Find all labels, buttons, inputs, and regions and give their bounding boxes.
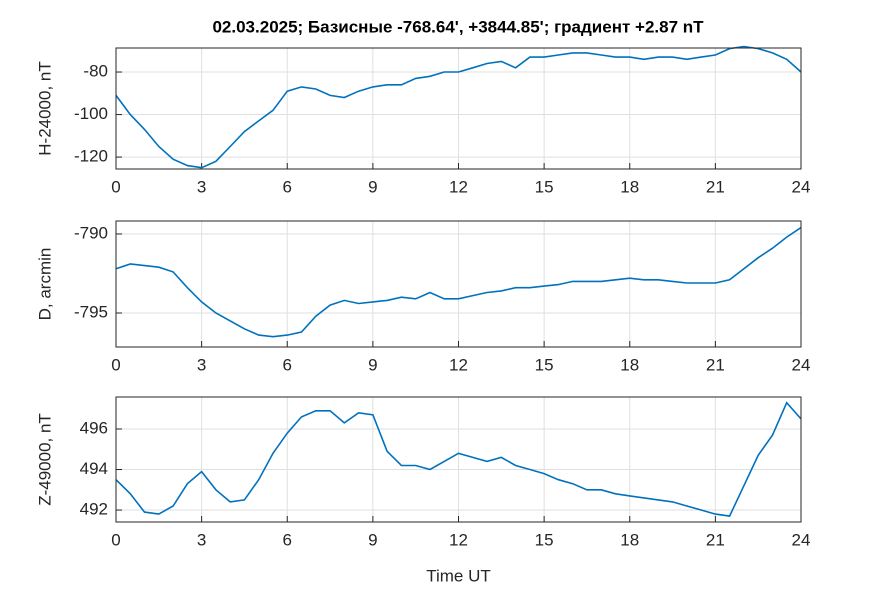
data-line	[115, 401, 802, 517]
x-tick-label: 12	[449, 355, 468, 374]
x-tick-label: 12	[449, 530, 468, 549]
y-tick-label: 494	[80, 459, 108, 478]
y-tick-label: -100	[74, 104, 108, 123]
y-tick-label: 496	[80, 418, 108, 437]
x-tick-label: 9	[368, 355, 377, 374]
x-tick-label: 24	[792, 530, 811, 549]
y-tick-label: -790	[74, 223, 108, 242]
x-tick-label: 6	[283, 177, 292, 196]
y-axis-label: H-24000, nT	[35, 61, 54, 156]
y-tick-label: -80	[83, 62, 108, 81]
x-tick-label: 0	[111, 530, 120, 549]
x-tick-label: 21	[706, 355, 725, 374]
x-tick-label: 3	[197, 355, 206, 374]
x-tick-label: 24	[792, 177, 811, 196]
axes-box	[115, 396, 802, 523]
axes-box	[115, 220, 802, 348]
chart-title: 02.03.2025; Базисные -768.64', +3844.85'…	[212, 17, 704, 36]
x-tick-label: 18	[620, 530, 639, 549]
data-line	[115, 226, 802, 338]
x-tick-label: 21	[706, 177, 725, 196]
data-line	[115, 45, 802, 169]
x-axis-label: Time UT	[426, 566, 491, 585]
x-tick-label: 15	[535, 177, 554, 196]
x-tick-label: 9	[368, 177, 377, 196]
y-tick-label: -120	[74, 147, 108, 166]
y-axis-label: D, arcmin	[35, 248, 54, 321]
axes-box	[115, 47, 802, 170]
x-tick-label: 6	[283, 355, 292, 374]
y-axis-label: Z-49000, nT	[35, 413, 54, 506]
y-tick-label: -795	[74, 302, 108, 321]
x-tick-label: 18	[620, 355, 639, 374]
x-tick-label: 12	[449, 177, 468, 196]
x-tick-label: 3	[197, 177, 206, 196]
x-tick-label: 21	[706, 530, 725, 549]
x-tick-label: 6	[283, 530, 292, 549]
x-tick-label: 15	[535, 530, 554, 549]
x-tick-label: 18	[620, 177, 639, 196]
x-tick-label: 9	[368, 530, 377, 549]
y-tick-label: 492	[80, 500, 108, 519]
x-tick-label: 24	[792, 355, 811, 374]
x-tick-label: 0	[111, 177, 120, 196]
x-tick-label: 3	[197, 530, 206, 549]
x-tick-label: 15	[535, 355, 554, 374]
x-tick-label: 0	[111, 355, 120, 374]
